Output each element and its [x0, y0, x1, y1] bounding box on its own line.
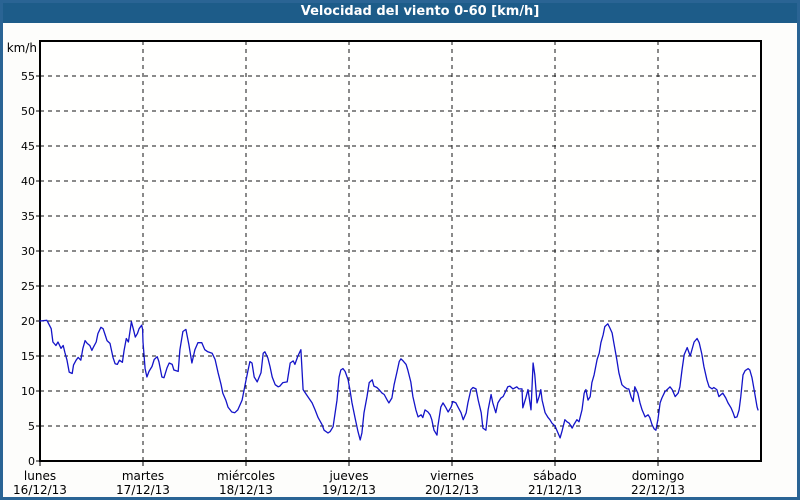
x-day-label: miércoles: [217, 469, 275, 483]
x-day-label: domingo: [632, 469, 685, 483]
x-date-label: 22/12/13: [631, 483, 685, 497]
chart-title: Velocidad del viento 0-60 [km/h]: [300, 4, 540, 19]
x-date-label: 19/12/13: [322, 483, 376, 497]
y-tick-label: 25: [21, 280, 35, 293]
x-day-label: martes: [122, 469, 164, 483]
x-day-label: jueves: [328, 469, 368, 483]
y-tick-label: 0: [28, 455, 35, 468]
x-day-label: sábado: [533, 469, 577, 483]
x-date-label: 21/12/13: [528, 483, 582, 497]
wind-speed-line: [39, 319, 759, 441]
y-tick-label: 55: [21, 70, 35, 83]
y-tick-label: 5: [28, 420, 35, 433]
y-tick-label: 35: [21, 210, 35, 223]
x-date-label: 18/12/13: [219, 483, 273, 497]
x-day-label: lunes: [24, 469, 56, 483]
plot-border: [39, 40, 762, 462]
y-tick-label: 10: [21, 385, 35, 398]
x-day-label: viernes: [430, 469, 474, 483]
y-tick-label: 50: [21, 105, 35, 118]
y-axis-unit-label: km/h: [7, 41, 37, 55]
y-tick-label: 40: [21, 175, 35, 188]
gridlines: [40, 41, 761, 461]
x-date-label: 20/12/13: [425, 483, 479, 497]
y-tick-label: 15: [21, 350, 35, 363]
y-tick-label: 30: [21, 245, 35, 258]
x-date-label: 17/12/13: [116, 483, 170, 497]
x-date-label: 16/12/13: [13, 483, 67, 497]
title-bar: Velocidad del viento 0-60 [km/h]: [0, 0, 800, 23]
y-tick-label: 45: [21, 140, 35, 153]
y-tick-label: 20: [21, 315, 35, 328]
